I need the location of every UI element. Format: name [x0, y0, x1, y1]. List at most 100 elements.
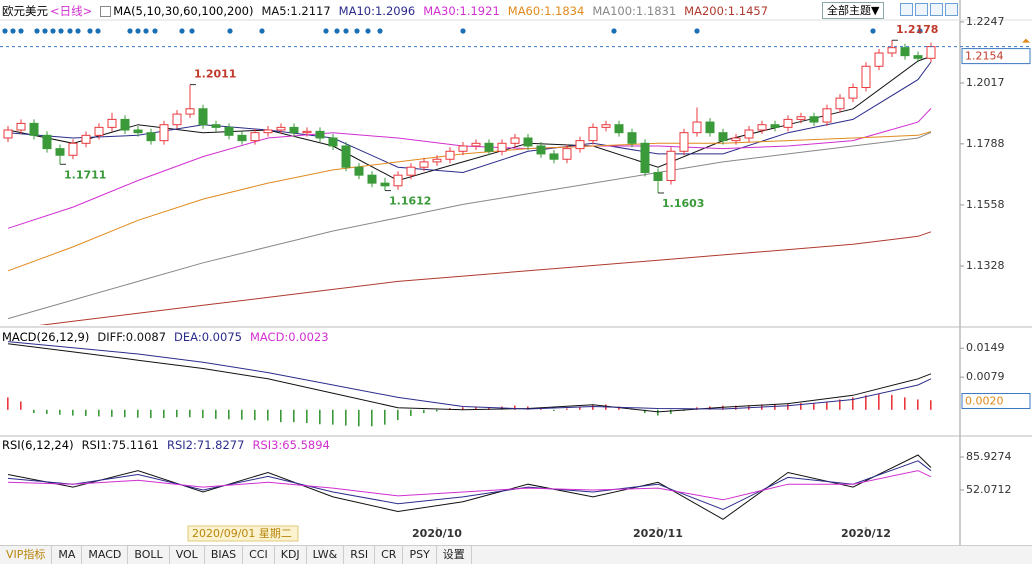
macd-bar [306, 409, 308, 424]
indicator-tab[interactable]: BOLL [128, 546, 170, 564]
toolbar-icon[interactable] [945, 3, 958, 16]
macd-bar [46, 409, 48, 414]
theme-dropdown[interactable]: 全部主题▼ [822, 2, 885, 19]
instrument-title: 欧元美元 [2, 4, 48, 18]
indicator-tabs: VIP指标 MA MACD BOLL VOL BIAS CCI KDJ LW& RSI CR PSY 设… [0, 545, 1032, 564]
indicator-tab[interactable]: MACD [82, 546, 129, 564]
last-price-arrow [1022, 38, 1030, 43]
candle-body [770, 124, 780, 128]
x-tick-label: 2020/10 [412, 527, 462, 540]
macd-bar [345, 409, 347, 426]
indicator-tab[interactable]: MA [52, 546, 83, 564]
macd-bar [319, 409, 321, 425]
macd-bar [124, 409, 126, 418]
candle-body [562, 148, 572, 160]
event-dot [75, 28, 81, 34]
candle-body [731, 137, 741, 142]
candle-body [666, 150, 676, 181]
candle-body [406, 166, 416, 176]
macd-bar [410, 409, 412, 416]
candle-body [523, 137, 533, 147]
candle-body [289, 126, 299, 134]
macd-bar [553, 409, 555, 412]
settings-icon[interactable] [100, 5, 112, 17]
candle-body [757, 124, 767, 131]
event-dot [259, 28, 265, 34]
candle-body [276, 126, 286, 131]
indicator-tab[interactable]: BIAS [205, 546, 244, 564]
macd-bar [579, 406, 581, 410]
macd-bar [202, 409, 204, 419]
cursor-label-box [187, 525, 299, 542]
candle-body [601, 124, 611, 128]
macd-bar [514, 405, 516, 410]
macd-bar [644, 409, 646, 414]
rsi-title: RSI(6,12,24) [2, 438, 74, 452]
macd-bar [228, 409, 230, 420]
indicator-line [7, 131, 932, 272]
indicator-line [7, 131, 932, 320]
macd-bar [59, 409, 61, 415]
candle-body [3, 129, 13, 139]
last-price-label: 1.2154 [965, 50, 1004, 63]
legend-entry: MA10:1.2096 [338, 4, 416, 18]
candle-body [419, 161, 429, 168]
macd-bar [397, 409, 399, 421]
macd-bar [592, 404, 594, 410]
candle-body [822, 108, 832, 123]
macd-bar [878, 394, 880, 410]
macd-bar [839, 399, 841, 410]
macd-title: MACD(26,12,9) [2, 330, 90, 344]
macd-bar [891, 394, 893, 410]
candle-body [627, 132, 637, 144]
indicator-tab[interactable]: CCI [243, 546, 275, 564]
candle-body [783, 118, 793, 128]
indicator-line [7, 470, 932, 501]
candle-body [874, 52, 884, 67]
candle-body [887, 47, 897, 54]
extreme-label: 1.2011 [194, 68, 236, 81]
toolbar-icon[interactable] [930, 3, 943, 16]
macd-bar [176, 409, 178, 418]
macd-bar [488, 407, 490, 410]
macd-bar [72, 409, 74, 416]
indicator-tab[interactable]: KDJ [275, 546, 307, 564]
macd-bar [800, 403, 802, 410]
macd-bar [280, 409, 282, 423]
event-dot [334, 28, 340, 34]
y-tick-label: 1.1788 [966, 137, 1005, 150]
toolbar-icon[interactable] [915, 3, 928, 16]
event-dot [694, 28, 700, 34]
indicator-tab[interactable]: VOL [170, 546, 205, 564]
indicator-tab[interactable]: CR [375, 546, 404, 564]
candle-body [575, 140, 585, 150]
event-dot [323, 28, 329, 34]
toolbar-icon[interactable] [900, 3, 913, 16]
event-dot [143, 28, 149, 34]
y-tick-label: 1.1558 [966, 198, 1005, 211]
candle-body [913, 55, 923, 59]
macd-bar [254, 409, 256, 421]
event-dot [179, 28, 185, 34]
event-dot [870, 28, 876, 34]
candle-body [471, 142, 481, 147]
indicator-tab[interactable]: LW& [307, 546, 345, 564]
macd-bar [7, 397, 9, 410]
candle-body [861, 65, 871, 89]
candle-body [926, 46, 936, 59]
candle-body [718, 132, 728, 142]
y-tick-label: 1.2247 [966, 15, 1005, 28]
macd-bar [436, 409, 438, 412]
indicator-tab[interactable]: PSY [403, 546, 437, 564]
period[interactable]: <日线> [50, 4, 93, 18]
indicator-tab[interactable]: VIP指标 [0, 546, 53, 564]
candle-body [185, 108, 195, 115]
macd-bar [735, 405, 737, 410]
indicator-tab[interactable]: 设置 [437, 546, 472, 564]
indicator-tab[interactable]: RSI [344, 546, 376, 564]
candle-body [536, 145, 546, 155]
event-dot [127, 28, 133, 34]
event-dot [67, 28, 73, 34]
candle-body [679, 132, 689, 152]
legend-entry: RSI2:71.8277 [167, 438, 245, 452]
